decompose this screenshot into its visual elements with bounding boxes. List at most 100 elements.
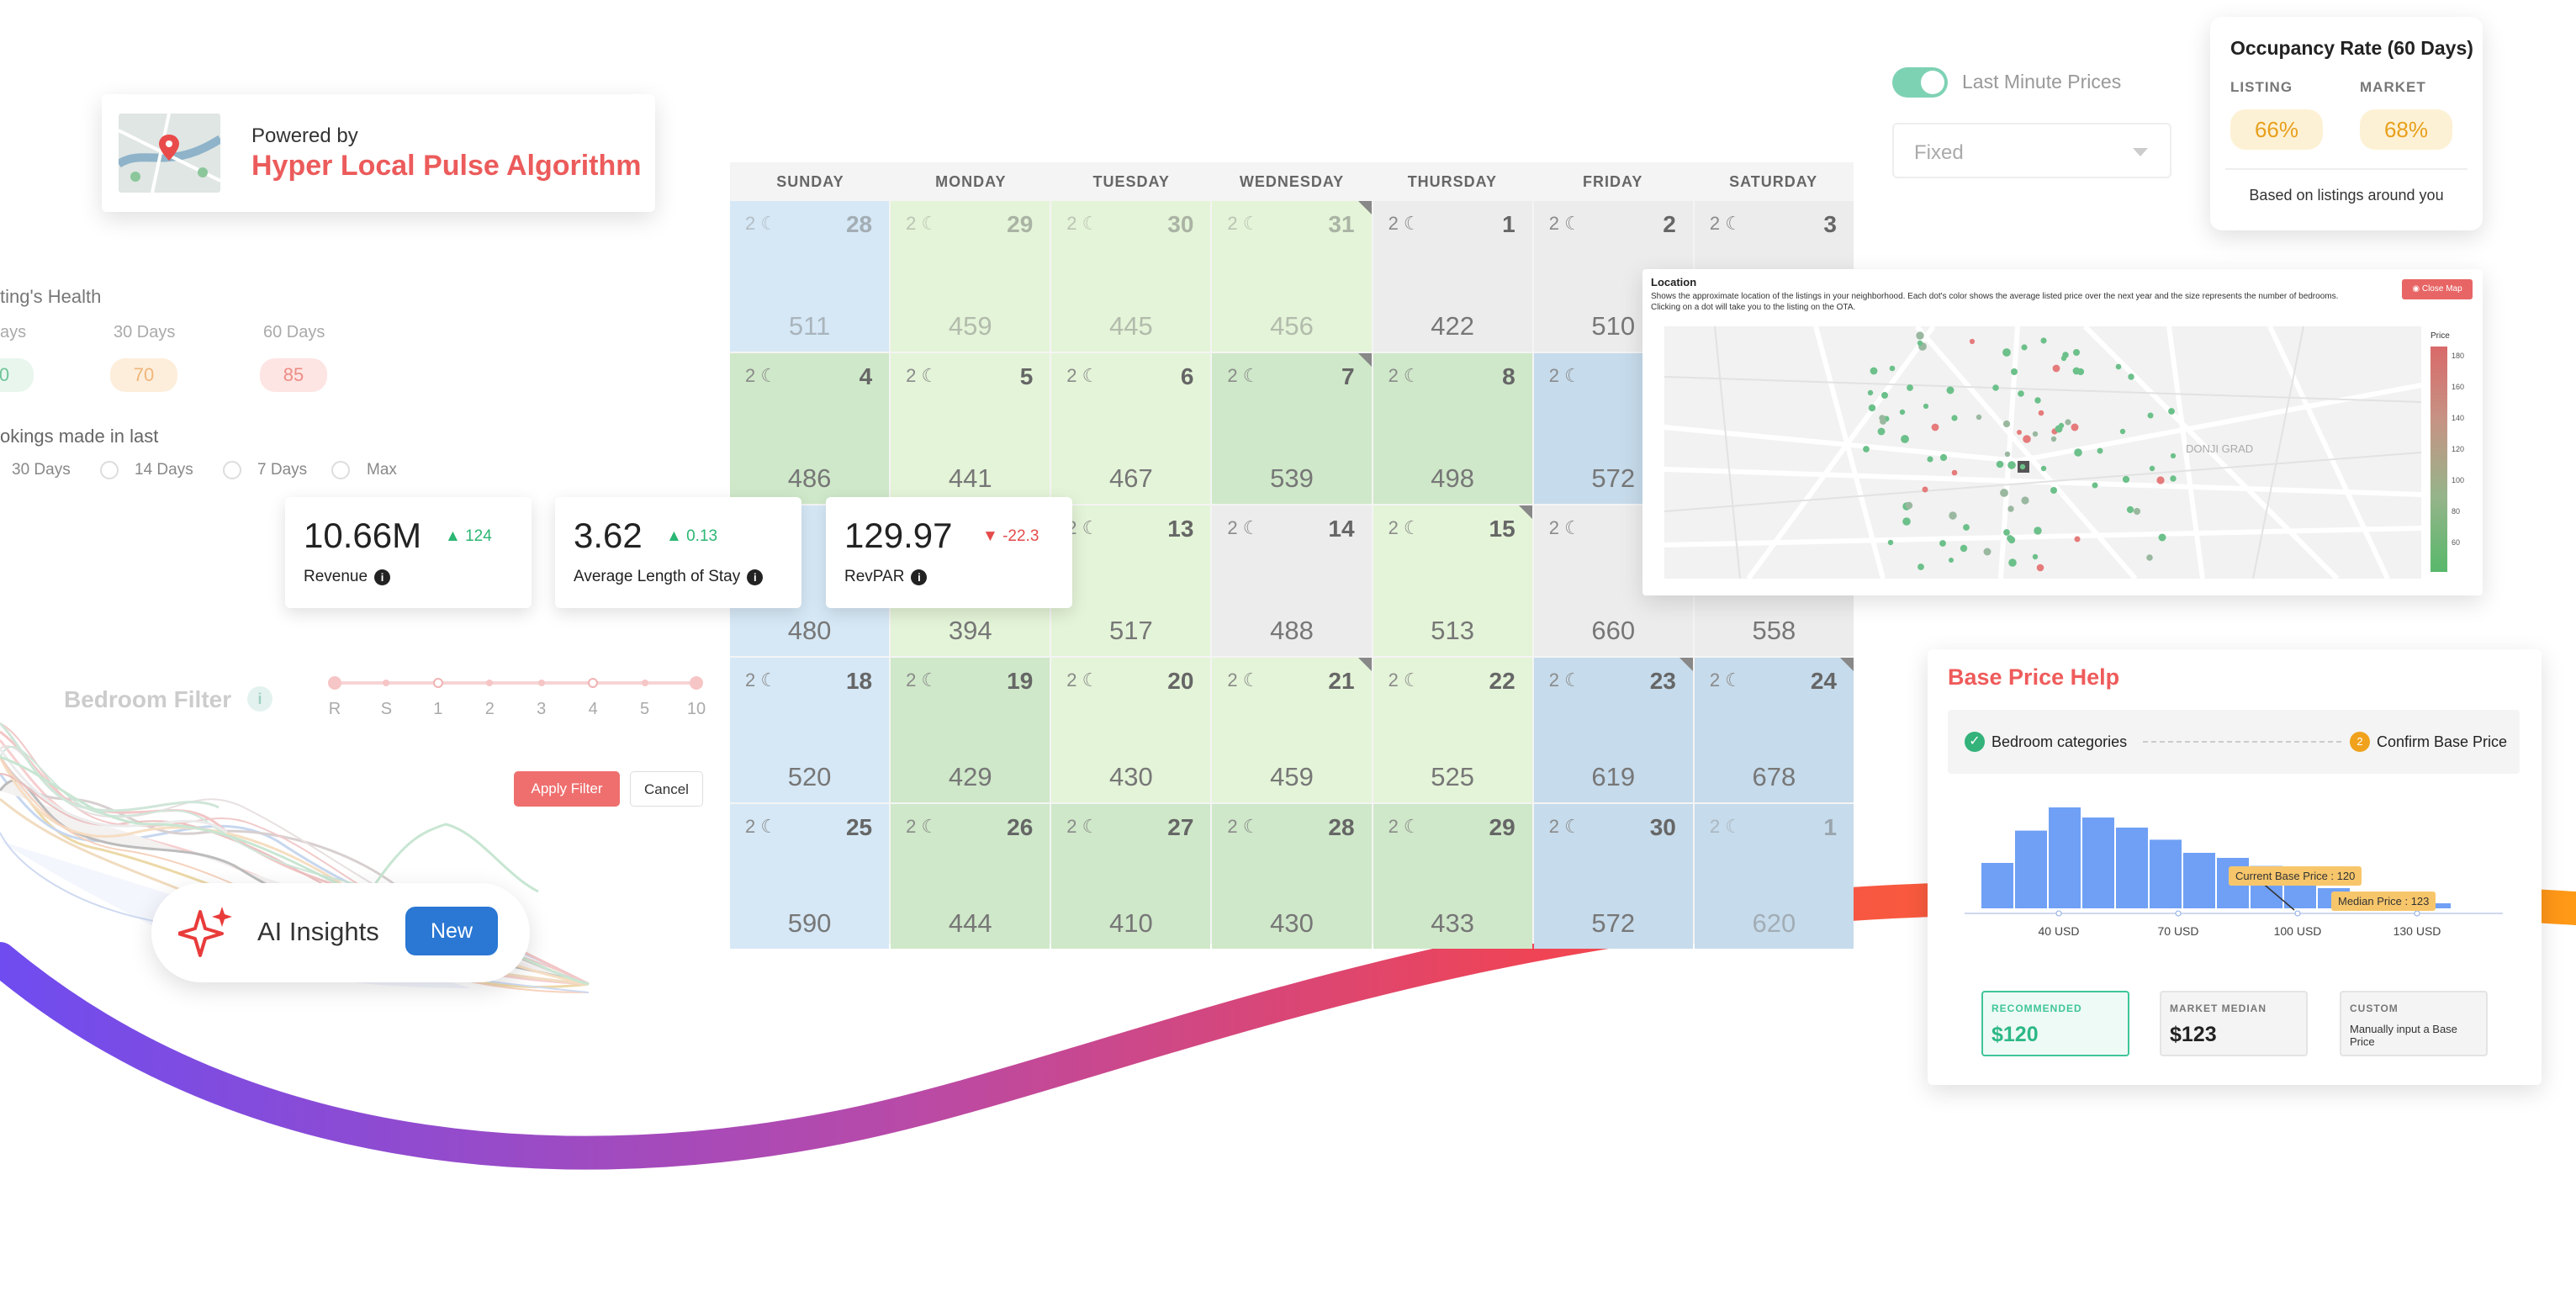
listing-dot[interactable] xyxy=(2023,435,2031,443)
listing-dot[interactable] xyxy=(1889,365,1896,372)
bookings-option-30[interactable]: 30 Days xyxy=(12,461,71,479)
calendar-day-cell[interactable]: 2 ☾ 23 619 xyxy=(1533,658,1693,802)
listing-dot[interactable] xyxy=(1939,453,1948,462)
listing-dot[interactable] xyxy=(2007,535,2013,542)
listing-dot[interactable] xyxy=(2060,355,2067,362)
calendar-day-cell[interactable]: 2 ☾ 20 430 xyxy=(1051,658,1211,802)
listing-dot[interactable] xyxy=(1863,446,1870,452)
listing-dot[interactable] xyxy=(2004,451,2011,458)
listing-dot[interactable] xyxy=(2018,390,2024,397)
slider-stop[interactable] xyxy=(328,676,341,690)
apply-filter-button[interactable]: Apply Filter xyxy=(514,771,620,807)
recommended-box[interactable]: RECOMMENDED $120 xyxy=(1981,991,2129,1056)
listing-dot[interactable] xyxy=(2002,420,2011,428)
listing-dot[interactable] xyxy=(2036,564,2044,572)
listing-dot[interactable] xyxy=(2038,410,2044,416)
listing-dot[interactable] xyxy=(1917,340,1923,347)
listing-dot[interactable] xyxy=(1877,427,1886,436)
listing-dot[interactable] xyxy=(1931,423,1939,431)
listing-dot[interactable] xyxy=(1983,548,1992,556)
listing-dot[interactable] xyxy=(2011,368,2018,375)
listing-dot[interactable] xyxy=(2074,536,2081,542)
listing-dot[interactable] xyxy=(1960,544,1968,553)
last-minute-toggle[interactable] xyxy=(1892,67,1948,98)
listing-dot[interactable] xyxy=(1867,389,1874,396)
listing-dot[interactable] xyxy=(1881,392,1888,399)
listing-dot[interactable] xyxy=(2073,349,2080,356)
listing-dot[interactable] xyxy=(2032,431,2039,437)
radio-max[interactable] xyxy=(331,461,350,479)
cancel-button[interactable]: Cancel xyxy=(630,771,703,807)
listing-dot[interactable] xyxy=(2149,465,2155,472)
calendar-day-cell[interactable]: 2 ☾ 5 441 xyxy=(891,353,1050,504)
calendar-day-cell[interactable]: 2 ☾ 30 445 xyxy=(1051,201,1211,352)
listing-dot[interactable] xyxy=(2008,558,2017,567)
listing-dot[interactable] xyxy=(2168,408,2175,415)
listing-dot[interactable] xyxy=(2128,373,2134,380)
listing-dot[interactable] xyxy=(2097,447,2103,454)
calendar-day-cell[interactable]: 2 ☾ 21 459 xyxy=(1212,658,1372,802)
radio-14[interactable] xyxy=(100,461,119,479)
listing-dot[interactable] xyxy=(1868,404,1876,412)
calendar-day-cell[interactable]: 2 ☾ 14 488 xyxy=(1212,505,1372,656)
calendar-day-cell[interactable]: 2 ☾ 27 410 xyxy=(1051,804,1211,949)
listing-dot[interactable] xyxy=(1899,409,1906,415)
listing-dot[interactable] xyxy=(2074,448,2082,457)
listing-dot[interactable] xyxy=(1916,331,1924,340)
map-area[interactable]: DONJI GRAD xyxy=(1664,326,2421,579)
calendar-day-cell[interactable]: 2 ☾ 28 430 xyxy=(1212,804,1372,949)
listing-dot[interactable] xyxy=(1949,511,1957,520)
listing-dot[interactable] xyxy=(2032,553,2039,560)
listing-dot[interactable] xyxy=(1902,517,1911,526)
step-1-label[interactable]: Bedroom categories xyxy=(1992,733,2128,750)
listing-dots[interactable] xyxy=(1664,326,2421,579)
slider-stop[interactable] xyxy=(383,680,390,686)
listing-dot[interactable] xyxy=(1879,415,1886,421)
calendar-day-cell[interactable]: 2 ☾ 24 678 xyxy=(1694,658,1854,802)
listing-dot[interactable] xyxy=(2071,423,2079,431)
listing-dot[interactable] xyxy=(1963,524,1970,531)
listing-dot[interactable] xyxy=(1939,540,1946,547)
listing-dot[interactable] xyxy=(2170,475,2177,482)
slider-stop[interactable] xyxy=(641,680,648,686)
radio-7[interactable] xyxy=(223,461,241,479)
listing-dot[interactable] xyxy=(1923,403,1929,410)
calendar-day-cell[interactable]: 2 ☾ 1 422 xyxy=(1373,201,1532,352)
bookings-option-max[interactable]: Max xyxy=(367,461,397,479)
listing-dot[interactable] xyxy=(2040,465,2047,472)
listing-dot[interactable] xyxy=(2122,475,2130,484)
calendar-day-cell[interactable]: 2 ☾ 8 498 xyxy=(1373,353,1532,504)
listing-dot[interactable] xyxy=(1992,384,1999,391)
listing-dot[interactable] xyxy=(1969,338,1976,345)
listing-dot[interactable] xyxy=(2058,422,2065,429)
listing-dot[interactable] xyxy=(1946,386,1954,394)
listing-dot[interactable] xyxy=(2133,507,2141,516)
custom-box[interactable]: CUSTOM Manually input a Base Price xyxy=(2340,991,2488,1056)
listing-dot[interactable] xyxy=(1951,469,1958,476)
calendar-day-cell[interactable]: 2 ☾ 1 620 xyxy=(1694,804,1854,949)
listing-dot[interactable] xyxy=(1870,367,1878,375)
close-map-button[interactable]: ◉ Close Map xyxy=(2402,279,2473,299)
listing-dot[interactable] xyxy=(2126,505,2134,514)
listing-dot[interactable] xyxy=(2007,505,2014,512)
listing-dot[interactable] xyxy=(2003,529,2010,536)
listing-dot[interactable] xyxy=(1996,460,2004,468)
listing-dot[interactable] xyxy=(2000,489,2008,497)
listing-dot[interactable] xyxy=(2002,348,2011,357)
slider-stop[interactable] xyxy=(690,676,703,690)
calendar-day-cell[interactable]: 2 ☾ 25 590 xyxy=(730,804,890,949)
listing-dot[interactable] xyxy=(2158,533,2166,542)
bookings-option-14[interactable]: 14 Days xyxy=(135,461,193,479)
listing-dot[interactable] xyxy=(1976,414,1982,421)
calendar-day-cell[interactable]: 2 ☾ 6 467 xyxy=(1051,353,1211,504)
listing-dot[interactable] xyxy=(1927,456,1933,463)
calendar-day-cell[interactable]: 2 ☾ 31 456 xyxy=(1212,201,1372,352)
listing-dot[interactable] xyxy=(2021,344,2028,351)
slider-stop[interactable] xyxy=(588,678,599,688)
step-2-label[interactable]: Confirm Base Price xyxy=(2377,733,2508,750)
pricing-mode-select[interactable]: Fixed xyxy=(1892,123,2171,178)
listing-dot[interactable] xyxy=(1949,558,1954,563)
listing-dot[interactable] xyxy=(2040,337,2047,344)
info-icon[interactable]: i xyxy=(247,686,272,712)
